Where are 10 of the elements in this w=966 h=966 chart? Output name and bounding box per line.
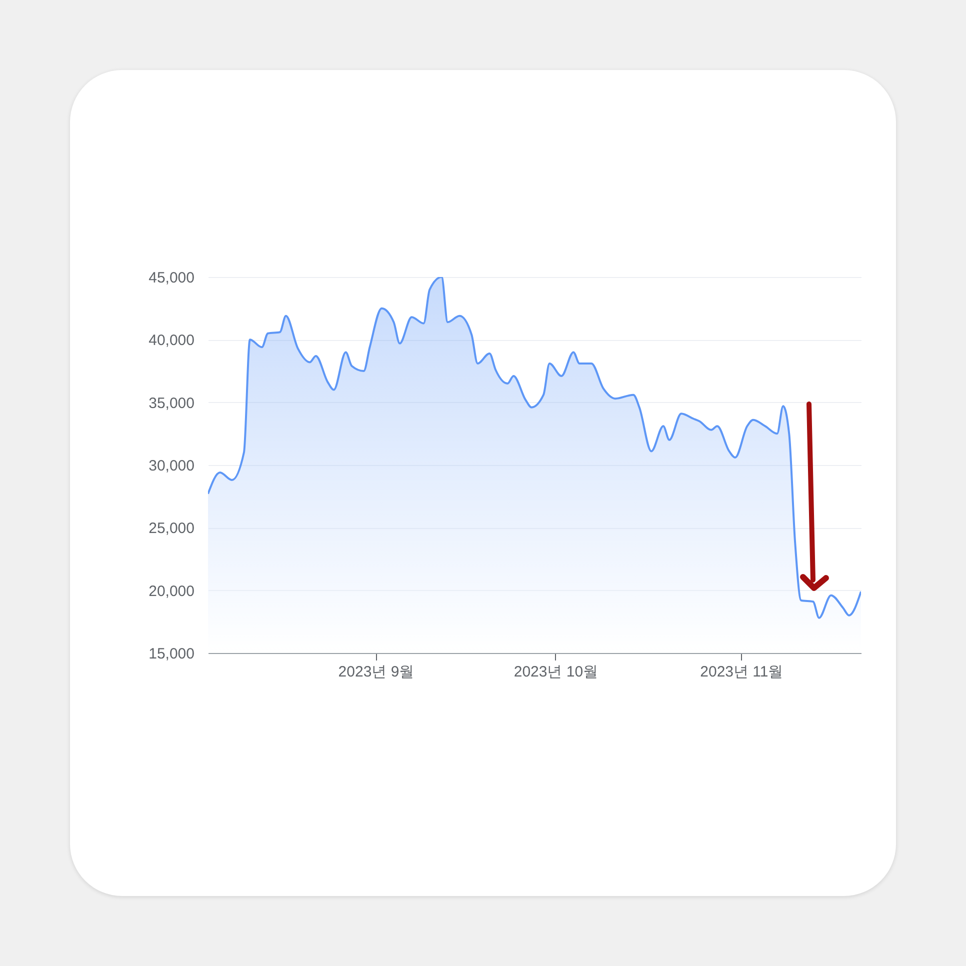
x-tick-label: 2023년 11월	[700, 664, 784, 680]
y-tick-label: 20,000	[148, 582, 194, 600]
y-tick-label: 45,000	[148, 270, 194, 286]
y-tick-label: 30,000	[148, 458, 194, 474]
x-tick-label: 2023년 10월	[514, 664, 598, 680]
y-tick-label: 15,000	[148, 646, 194, 662]
x-tick-label: 2023년 9월	[338, 664, 414, 680]
y-tick-label: 40,000	[148, 332, 194, 350]
y-tick-label: 25,000	[148, 520, 194, 538]
y-tick-label: 35,000	[148, 394, 194, 412]
